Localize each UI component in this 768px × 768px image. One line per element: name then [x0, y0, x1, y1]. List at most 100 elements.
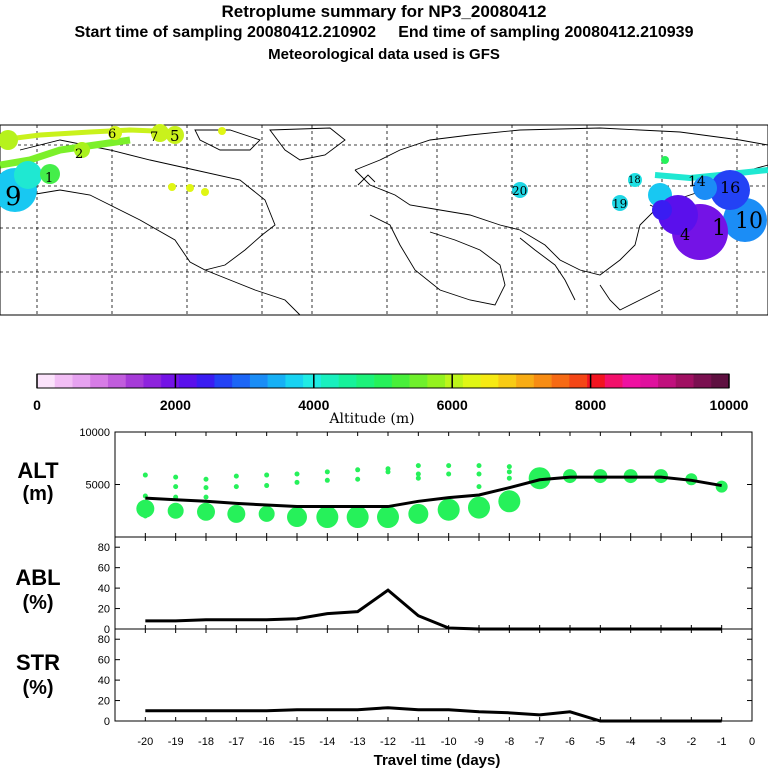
colorbar-title: Altitude (m): [328, 411, 414, 427]
x-tick-label: -14: [319, 736, 335, 748]
plume-dot: [324, 477, 330, 483]
cluster-mean-dot: [498, 490, 521, 513]
x-axis: -20 -19 -18 -17 -16 -15 -14 -13 -12 -11 -10 -9 -8 -7-…: [137, 736, 755, 748]
colorbar-swatch: [445, 374, 464, 388]
cluster-mean-dot: [197, 502, 215, 521]
map-panel: 6 5 1 2 9 20 19 18 14 16 10 7 4 1: [0, 124, 768, 316]
y-tick-label: 5000: [86, 480, 110, 492]
plume-dot: [476, 463, 482, 469]
x-tick-label: -6: [565, 736, 575, 748]
plume-cluster: [108, 126, 122, 140]
abl-panel-unit: (%): [22, 592, 53, 614]
cluster-label: 10: [735, 209, 763, 234]
cluster-label: 1: [712, 216, 726, 241]
plume-dot: [506, 469, 512, 475]
plume-dot: [173, 474, 179, 480]
plume-track-west: [0, 136, 131, 169]
y-tick-label: 40: [98, 583, 110, 595]
x-tick-label: -12: [380, 736, 396, 748]
abl-panel-label: ABL: [15, 565, 60, 590]
plume-dot: [294, 471, 300, 477]
x-tick-label: -19: [168, 736, 184, 748]
colorbar-swatch: [72, 374, 91, 388]
cluster-label: 20: [512, 184, 527, 198]
colorbar-swatch: [107, 374, 127, 388]
str-panel-label: STR: [16, 650, 60, 675]
cluster-label: 1: [45, 171, 53, 186]
x-tick-label: -16: [259, 736, 275, 748]
plume-dot: [142, 472, 148, 478]
colorbar-swatch: [427, 374, 446, 388]
colorbar-swatch: [125, 374, 144, 388]
cluster-label: 5: [170, 127, 180, 145]
colorbar-swatch: [374, 374, 393, 388]
cluster-label: 9: [5, 182, 22, 212]
plume-cluster: [628, 173, 642, 187]
plume-dot: [506, 475, 512, 481]
plume-dot: [324, 469, 330, 475]
plume-cluster: [74, 142, 90, 158]
colorbar-tick-label: 8000: [575, 397, 606, 413]
colorbar-swatch: [214, 374, 233, 388]
plume-dot: [264, 472, 270, 478]
colorbar-swatch: [462, 374, 481, 388]
colorbar-swatch: [533, 374, 552, 388]
colorbar-swatch: [143, 374, 162, 388]
x-tick-label: -13: [350, 736, 366, 748]
abl-panel: 0 20 40 60 80: [98, 537, 752, 636]
cluster-mean-dot: [167, 502, 184, 519]
colorbar-tick-label: 10000: [710, 397, 749, 413]
plume-dot: [203, 494, 209, 500]
map-cluster-labels: 6 5 1 2 9 20 19 18 14 16 10 7 4 1: [5, 127, 763, 244]
y-tick-label: 40: [98, 675, 110, 687]
colorbar-swatch: [569, 374, 588, 388]
y-tick-label: 60: [98, 563, 110, 575]
plume-dot: [415, 475, 421, 481]
plume-dot: [233, 473, 239, 479]
plume-dot: [506, 464, 512, 470]
cluster-label: 16: [720, 178, 740, 197]
x-tick-label: -15: [289, 736, 305, 748]
plume-cluster: [693, 176, 717, 200]
x-tick-label: -1: [717, 736, 727, 748]
cluster-mean-dot: [408, 503, 429, 524]
cluster-label: 7: [150, 130, 158, 145]
met-data-line: Meteorological data used is GFS: [268, 46, 500, 63]
x-tick-label: -8: [504, 736, 514, 748]
cluster-mean-dot: [377, 506, 399, 529]
series-line: [145, 475, 722, 509]
colorbar-swatch: [303, 374, 322, 388]
plume-cluster: [512, 182, 528, 198]
series-line: [145, 588, 722, 631]
cluster-label: 14: [688, 174, 706, 190]
colorbar-swatch: [249, 374, 268, 388]
plume-dot: [355, 476, 361, 482]
plume-track-north: [0, 127, 181, 143]
plume-cluster: [151, 124, 169, 142]
colorbar-swatch: [37, 374, 56, 388]
plume-cluster: [186, 184, 194, 192]
cluster-label: 2: [75, 147, 83, 162]
plume-dot: [264, 483, 270, 489]
y-tick-label: 0: [104, 624, 110, 636]
series-line: [145, 706, 722, 723]
cluster-mean-dot: [468, 496, 490, 519]
colorbar-swatch: [498, 374, 517, 388]
plume-dot: [355, 467, 361, 473]
sampling-times: Start time of sampling 20080412.210902 E…: [74, 24, 694, 41]
colorbar-swatch: [675, 374, 694, 388]
plume-cluster: [710, 170, 750, 210]
plume-dot: [203, 476, 209, 482]
colorbar-tick-label: 6000: [437, 397, 468, 413]
x-tick-label: -17: [228, 736, 244, 748]
cluster-mean-dot: [437, 498, 460, 521]
x-tick-label: -18: [198, 736, 214, 748]
y-tick-label: 80: [98, 634, 110, 646]
plume-dot: [385, 469, 391, 475]
colorbar-swatch: [409, 374, 428, 388]
colorbar-swatch: [480, 374, 499, 388]
colorbar-swatch: [551, 374, 570, 388]
plume-cluster: [218, 127, 226, 135]
x-tick-label: -3: [656, 736, 666, 748]
y-tick-label: 0: [104, 716, 110, 728]
